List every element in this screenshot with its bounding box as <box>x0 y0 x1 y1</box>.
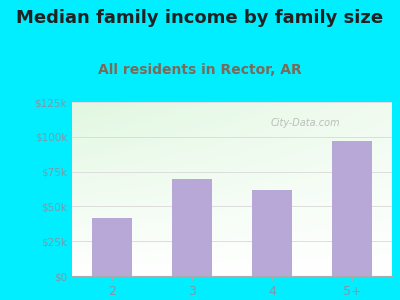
Bar <box>252 190 292 276</box>
Bar <box>92 218 132 276</box>
Text: City-Data.com: City-Data.com <box>270 118 340 128</box>
Text: Median family income by family size: Median family income by family size <box>16 9 384 27</box>
Text: All residents in Rector, AR: All residents in Rector, AR <box>98 63 302 77</box>
Bar <box>332 141 372 276</box>
Bar <box>172 178 212 276</box>
